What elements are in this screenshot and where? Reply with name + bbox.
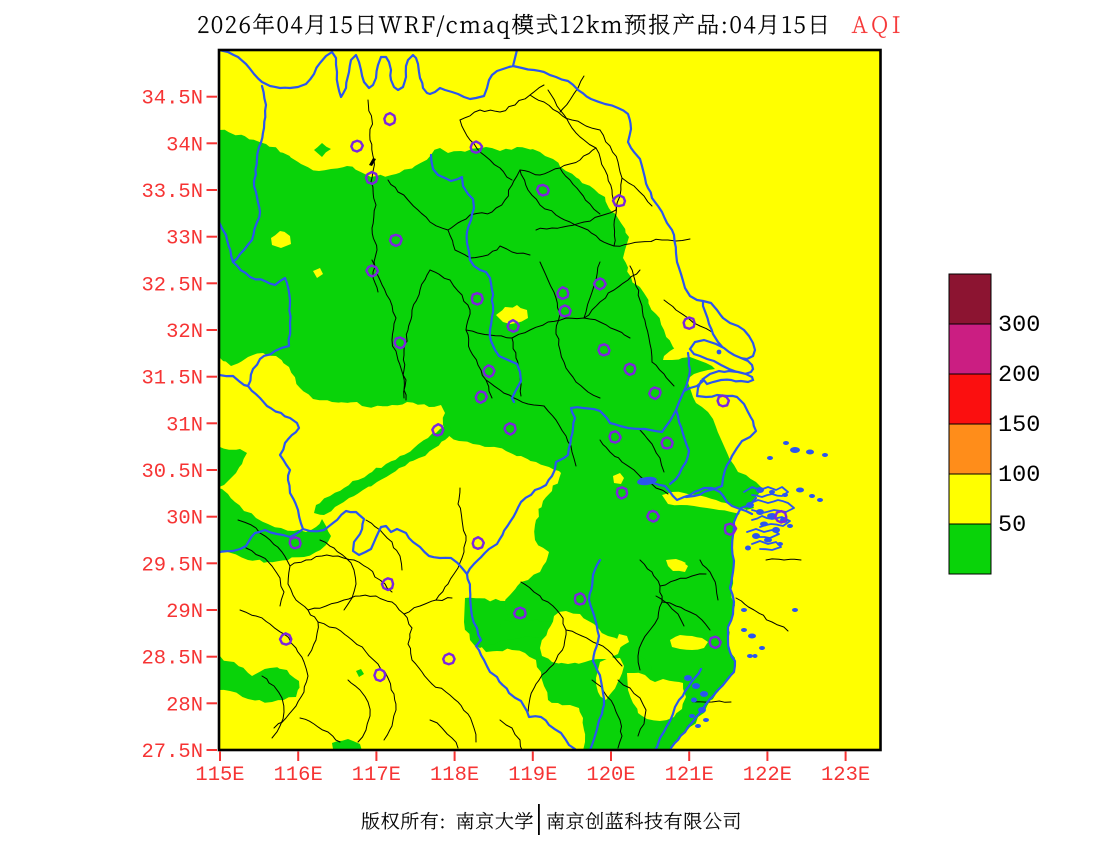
svg-text:30N: 30N xyxy=(166,508,203,531)
svg-text:300: 300 xyxy=(998,312,1040,339)
svg-text:34.5N: 34.5N xyxy=(141,88,203,111)
svg-text:100: 100 xyxy=(998,462,1040,489)
svg-text:33.5N: 33.5N xyxy=(141,181,203,204)
svg-text:30.5N: 30.5N xyxy=(141,461,203,484)
svg-text:32.5N: 32.5N xyxy=(141,274,203,297)
svg-text:120E: 120E xyxy=(586,764,635,787)
svg-text:32N: 32N xyxy=(166,321,203,344)
svg-text:31N: 31N xyxy=(166,414,203,437)
svg-text:122E: 122E xyxy=(743,764,792,787)
svg-text:28N: 28N xyxy=(166,694,203,717)
svg-text:34N: 34N xyxy=(166,134,203,157)
svg-text:115E: 115E xyxy=(195,764,244,787)
svg-text:119E: 119E xyxy=(508,764,557,787)
svg-text:29N: 29N xyxy=(166,601,203,624)
svg-text:31.5N: 31.5N xyxy=(141,368,203,391)
svg-text:28.5N: 28.5N xyxy=(141,648,203,671)
svg-text:33N: 33N xyxy=(166,228,203,251)
svg-text:50: 50 xyxy=(998,512,1026,539)
svg-text:200: 200 xyxy=(998,362,1040,389)
svg-text:116E: 116E xyxy=(274,764,323,787)
svg-text:117E: 117E xyxy=(352,764,401,787)
svg-text:123E: 123E xyxy=(821,764,870,787)
svg-text:118E: 118E xyxy=(430,764,479,787)
svg-text:150: 150 xyxy=(998,412,1040,439)
svg-text:27.5N: 27.5N xyxy=(141,741,203,764)
svg-text:29.5N: 29.5N xyxy=(141,554,203,577)
svg-text:121E: 121E xyxy=(665,764,714,787)
